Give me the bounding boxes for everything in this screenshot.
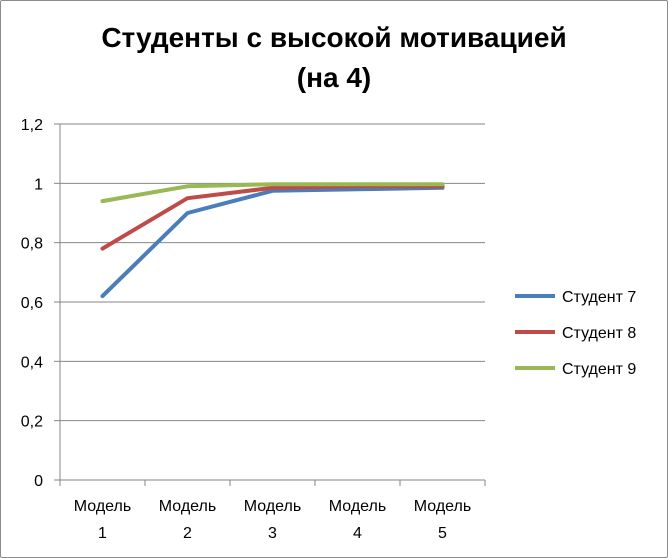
legend: Студент 7 Студент 8 Студент 9 (515, 289, 636, 378)
x-tick-label: Модель (159, 498, 216, 515)
y-tick-label: 0,4 (21, 354, 43, 371)
x-tick-label: Модель (244, 498, 301, 515)
y-tick-label: 1 (34, 176, 43, 193)
series-lines (100, 182, 445, 299)
legend-label: Студент 9 (562, 361, 636, 378)
x-tick-label: 2 (183, 525, 192, 542)
y-tick-label: 0 (34, 473, 43, 490)
x-tick-label: Модель (414, 498, 471, 515)
gridlines (60, 123, 485, 422)
axes (54, 123, 486, 486)
chart-title: Студенты с высокой мотивацией (на 4) (0, 18, 668, 98)
legend-label: Студент 8 (562, 325, 636, 342)
x-tick-label: 5 (438, 525, 447, 542)
chart-title-line-1: Студенты с высокой мотивацией (101, 22, 567, 53)
x-tick-label: 1 (98, 525, 107, 542)
legend-label: Студент 7 (562, 289, 636, 306)
chart-title-line-2: (на 4) (296, 62, 372, 93)
x-tick-label: 4 (353, 525, 362, 542)
y-tick-label: 0,2 (21, 414, 43, 431)
series-line-2 (100, 184, 445, 251)
x-tick-label: 3 (268, 525, 277, 542)
y-tick-label: 1,2 (21, 117, 43, 134)
y-tick-labels: 0 0,2 0,4 0,6 0,8 1 1,2 (21, 117, 43, 490)
x-tick-label: Модель (329, 498, 386, 515)
x-tick-label: Модель (74, 498, 131, 515)
series-line-3 (100, 182, 445, 204)
y-tick-label: 0,8 (21, 236, 43, 253)
y-tick-label: 0,6 (21, 295, 43, 312)
series-line-1 (100, 185, 445, 299)
x-tick-labels: Модель 1 Модель 2 Модель 3 Модель 4 Модель 5 (74, 498, 471, 542)
